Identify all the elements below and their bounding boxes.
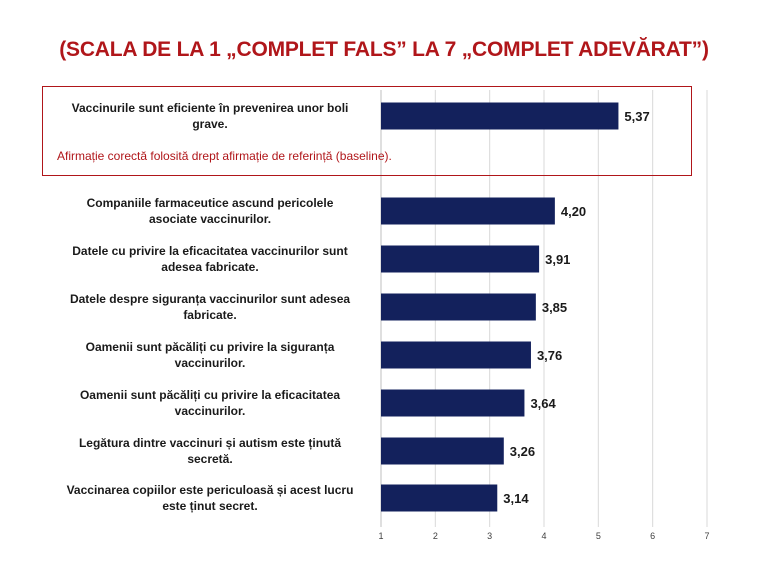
value-label: 3,14 bbox=[503, 491, 529, 506]
x-tick-label: 2 bbox=[433, 531, 438, 541]
bar bbox=[381, 341, 531, 369]
value-label: 3,64 bbox=[530, 396, 556, 411]
value-label: 3,85 bbox=[542, 300, 567, 315]
category-label: Datele despre siguranța vaccinurilor sun… bbox=[70, 292, 350, 322]
x-tick-labels: 1 2 3 4 5 6 7 bbox=[378, 531, 709, 541]
bars bbox=[381, 102, 619, 512]
category-label: Companiile farmaceutice ascund pericolel… bbox=[87, 196, 334, 226]
bar bbox=[381, 389, 525, 417]
x-tick-label: 7 bbox=[704, 531, 709, 541]
value-label: 3,76 bbox=[537, 348, 562, 363]
category-label: Oamenii sunt păcăliți cu privire la efic… bbox=[80, 388, 340, 418]
baseline-note: Afirmație corectă folosită drept afirmaț… bbox=[57, 149, 392, 163]
x-tick-label: 1 bbox=[378, 531, 383, 541]
category-labels: Vaccinurile sunt eficiente în prevenirea… bbox=[67, 101, 354, 513]
x-tick-label: 4 bbox=[541, 531, 546, 541]
bar bbox=[381, 197, 555, 225]
x-tick-label: 6 bbox=[650, 531, 655, 541]
category-label: Oamenii sunt păcăliți cu privire la sigu… bbox=[86, 340, 335, 370]
value-labels: 5,37 4,20 3,91 3,85 3,76 3,64 3,26 3,14 bbox=[503, 109, 649, 506]
value-label: 3,26 bbox=[510, 444, 535, 459]
x-tick-label: 3 bbox=[487, 531, 492, 541]
category-label: Datele cu privire la eficacitatea vaccin… bbox=[72, 244, 347, 274]
baseline-callout-box bbox=[42, 86, 692, 176]
value-label: 5,37 bbox=[624, 109, 649, 124]
category-label: Vaccinurile sunt eficiente în prevenirea… bbox=[72, 101, 349, 131]
value-label: 3,91 bbox=[545, 252, 570, 267]
bar bbox=[381, 245, 540, 273]
bar bbox=[381, 102, 619, 130]
category-label: Vaccinarea copiilor este periculoasă și … bbox=[67, 483, 354, 513]
bar bbox=[381, 437, 504, 465]
category-label: Legătura dintre vaccinuri și autism este… bbox=[79, 436, 341, 466]
bar bbox=[381, 293, 536, 321]
bar bbox=[381, 484, 498, 512]
value-label: 4,20 bbox=[561, 204, 586, 219]
chart-title: (SCALA DE LA 1 „COMPLET FALS” LA 7 „COMP… bbox=[59, 38, 709, 61]
x-tick-label: 5 bbox=[596, 531, 601, 541]
